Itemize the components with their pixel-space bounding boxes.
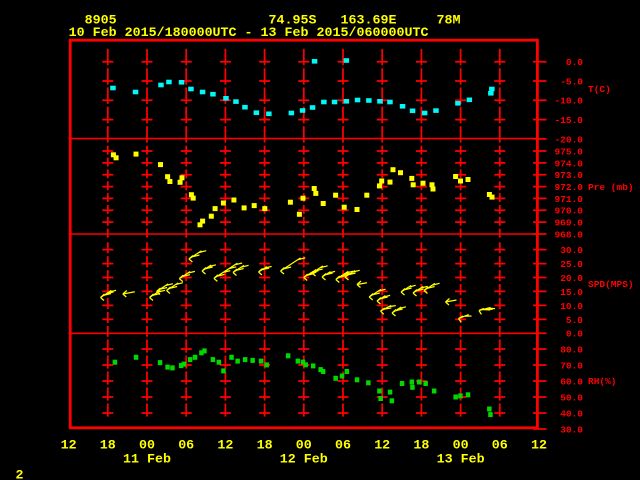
svg-text:12: 12 (217, 438, 233, 453)
svg-text:968.0: 968.0 (554, 229, 583, 240)
svg-text:10 Feb 2015/180000UTC - 13 Feb: 10 Feb 2015/180000UTC - 13 Feb 2015/0600… (69, 26, 429, 41)
svg-text:-15.0: -15.0 (554, 115, 583, 126)
svg-text:-10.0: -10.0 (554, 96, 583, 107)
svg-text:973.0: 973.0 (554, 170, 583, 181)
svg-text:18: 18 (257, 438, 273, 453)
svg-text:-5.0: -5.0 (560, 76, 583, 87)
svg-text:06: 06 (335, 438, 351, 453)
svg-text:969.0: 969.0 (554, 218, 583, 229)
svg-text:T(C): T(C) (588, 84, 611, 95)
svg-text:12 Feb: 12 Feb (280, 453, 328, 468)
svg-text:00: 00 (139, 438, 155, 453)
svg-text:50.0: 50.0 (560, 392, 583, 403)
svg-text:30.0: 30.0 (560, 424, 583, 435)
svg-text:06: 06 (178, 438, 194, 453)
svg-text:975.0: 975.0 (554, 146, 583, 157)
svg-text:RH(%): RH(%) (588, 376, 617, 387)
svg-text:20.0: 20.0 (560, 273, 583, 284)
svg-text:972.0: 972.0 (554, 182, 583, 193)
svg-text:2: 2 (16, 469, 24, 480)
svg-text:13 Feb: 13 Feb (437, 453, 485, 468)
svg-text:Pre (mb): Pre (mb) (588, 182, 634, 193)
svg-text:-20.0: -20.0 (554, 134, 583, 145)
svg-text:0.0: 0.0 (566, 329, 583, 340)
svg-text:40.0: 40.0 (560, 408, 583, 419)
svg-text:18: 18 (413, 438, 429, 453)
svg-text:970.0: 970.0 (554, 206, 583, 217)
svg-text:10.0: 10.0 (560, 301, 583, 312)
svg-text:SPD(MPS): SPD(MPS) (588, 279, 634, 290)
svg-text:12: 12 (61, 438, 77, 453)
svg-text:70.0: 70.0 (560, 360, 583, 371)
svg-text:971.0: 971.0 (554, 194, 583, 205)
svg-text:25.0: 25.0 (560, 259, 583, 270)
svg-text:8905 74.95S: 8905 74.95S 163.69E 78M (69, 13, 461, 28)
svg-text:12: 12 (531, 438, 547, 453)
svg-text:18: 18 (100, 438, 116, 453)
svg-text:60.0: 60.0 (560, 376, 583, 387)
svg-text:30.0: 30.0 (560, 245, 583, 256)
svg-text:974.0: 974.0 (554, 158, 583, 169)
svg-text:11 Feb: 11 Feb (123, 453, 171, 468)
svg-text:00: 00 (453, 438, 469, 453)
svg-text:12: 12 (374, 438, 390, 453)
svg-text:06: 06 (492, 438, 508, 453)
svg-text:80.0: 80.0 (560, 344, 583, 355)
svg-text:00: 00 (296, 438, 312, 453)
svg-text:15.0: 15.0 (560, 287, 583, 298)
svg-text:5.0: 5.0 (566, 315, 583, 326)
svg-text:0.0: 0.0 (566, 57, 583, 68)
